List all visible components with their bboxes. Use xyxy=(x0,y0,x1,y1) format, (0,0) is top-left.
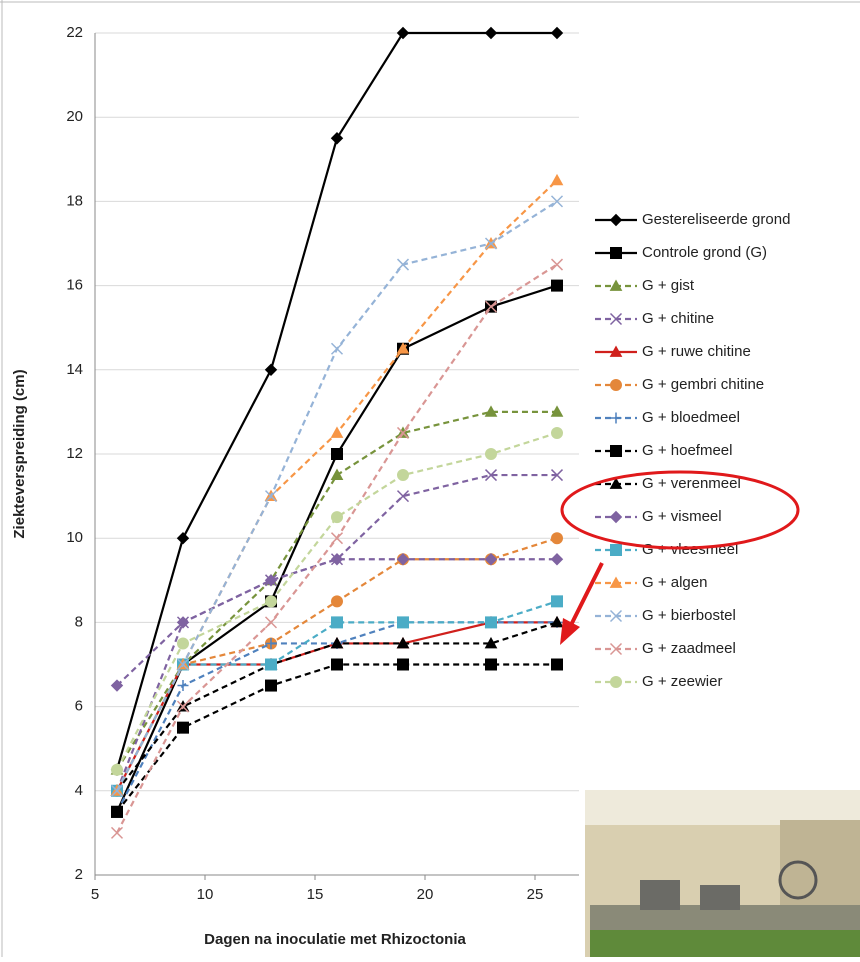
marker xyxy=(332,449,343,460)
marker xyxy=(552,175,563,185)
marker xyxy=(332,470,343,480)
marker xyxy=(178,722,189,733)
marker xyxy=(552,427,563,438)
marker xyxy=(332,512,343,523)
marker xyxy=(178,680,189,691)
legend-label: Gestereliseerde grond xyxy=(642,211,790,228)
legend-marker xyxy=(611,248,622,259)
y-tick-label: 2 xyxy=(75,866,83,883)
marker xyxy=(178,533,189,544)
marker xyxy=(332,133,343,144)
marker xyxy=(178,638,189,649)
marker xyxy=(266,659,277,670)
legend-label: G + vleesmeel xyxy=(642,541,738,558)
series-line xyxy=(117,180,557,790)
legend-label: G + zaadmeel xyxy=(642,640,736,657)
legend-label: G + chitine xyxy=(642,310,714,327)
x-tick-label: 20 xyxy=(417,886,434,903)
marker xyxy=(266,596,277,607)
legend-label: Controle grond (G) xyxy=(642,244,767,261)
marker xyxy=(398,659,409,670)
legend-label: G + zeewier xyxy=(642,673,722,690)
marker xyxy=(552,533,563,544)
series-line xyxy=(117,601,557,790)
marker xyxy=(486,449,497,460)
marker xyxy=(398,28,409,39)
legend-marker xyxy=(611,380,622,391)
arrow xyxy=(560,563,602,645)
y-tick-label: 18 xyxy=(66,192,83,209)
y-tick-label: 12 xyxy=(66,445,83,462)
legend-marker xyxy=(611,413,622,424)
marker xyxy=(552,28,563,39)
marker xyxy=(266,364,277,375)
marker xyxy=(486,28,497,39)
legend-label: G + bloedmeel xyxy=(642,409,740,426)
marker xyxy=(332,659,343,670)
series-line xyxy=(117,622,557,811)
x-axis-title: Dagen na inoculatie met Rhizoctonia xyxy=(204,931,466,948)
marker xyxy=(112,827,123,838)
photo xyxy=(585,790,860,957)
marker xyxy=(398,470,409,481)
legend-label: G + ruwe chitine xyxy=(642,343,751,360)
legend-label: G + bierbostel xyxy=(642,607,736,624)
y-tick-label: 16 xyxy=(66,277,83,294)
legend-label: G + gembri chitine xyxy=(642,376,764,393)
y-tick-label: 4 xyxy=(75,782,83,799)
y-axis-title: Ziekteverspreiding (cm) xyxy=(11,369,28,538)
y-tick-label: 14 xyxy=(66,361,83,378)
x-tick-label: 15 xyxy=(307,886,324,903)
marker xyxy=(112,806,123,817)
marker xyxy=(398,617,409,628)
marker xyxy=(332,427,343,437)
marker xyxy=(552,659,563,670)
x-tick-label: 25 xyxy=(527,886,544,903)
marker xyxy=(266,680,277,691)
marker xyxy=(552,554,563,565)
legend-label: G + gist xyxy=(642,277,695,294)
marker xyxy=(332,596,343,607)
marker xyxy=(552,280,563,291)
y-tick-label: 6 xyxy=(75,698,83,715)
y-tick-label: 8 xyxy=(75,613,83,630)
legend-marker xyxy=(611,545,622,556)
legend-label: G + vismeel xyxy=(642,508,722,525)
x-tick-label: 10 xyxy=(197,886,214,903)
y-tick-label: 22 xyxy=(66,24,83,41)
marker xyxy=(552,596,563,607)
series-line xyxy=(117,412,557,770)
plot-area: 2 4 6 8 10 12 14 16 18 20 22 5 10 15 20 25 Gestereliseer… xyxy=(66,24,790,903)
marker xyxy=(552,259,563,270)
legend-marker xyxy=(611,215,622,226)
legend-label: G + verenmeel xyxy=(642,475,741,492)
marker xyxy=(332,617,343,628)
legend-marker xyxy=(611,446,622,457)
legend-label: G + algen xyxy=(642,574,707,591)
legend-label: G + hoefmeel xyxy=(642,442,732,459)
legend-marker xyxy=(611,677,622,688)
marker xyxy=(486,617,497,628)
chart: 2 4 6 8 10 12 14 16 18 20 22 5 10 15 20 25 Gestereliseer… xyxy=(0,0,860,957)
y-tick-label: 20 xyxy=(66,108,83,125)
legend-marker xyxy=(611,512,622,523)
marker xyxy=(332,343,343,354)
y-tick-label: 10 xyxy=(66,529,83,546)
marker xyxy=(486,659,497,670)
x-tick-label: 5 xyxy=(91,886,99,903)
marker xyxy=(112,764,123,775)
